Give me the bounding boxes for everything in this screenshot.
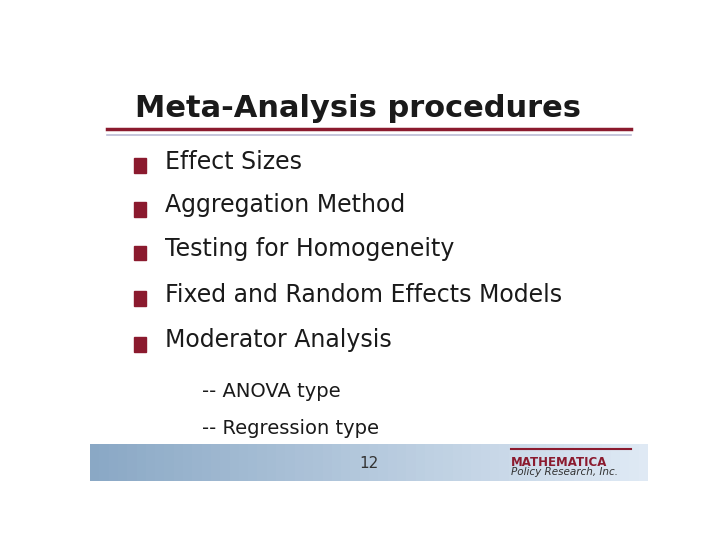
Text: Effect Sizes: Effect Sizes [166, 150, 302, 174]
Bar [360, 444, 369, 481]
Text: Aggregation Method: Aggregation Method [166, 193, 405, 217]
Bar [202, 444, 212, 481]
Bar [472, 444, 481, 481]
Bar [499, 444, 509, 481]
Bar [639, 444, 649, 481]
Text: -- ANOVA type: -- ANOVA type [202, 382, 341, 401]
Bar [369, 444, 379, 481]
Text: Fixed and Random Effects Models: Fixed and Random Effects Models [166, 283, 562, 307]
Text: -- Regression type: -- Regression type [202, 419, 379, 438]
Text: Testing for Homogeneity: Testing for Homogeneity [166, 237, 455, 261]
Bar [415, 444, 426, 481]
Bar [137, 444, 146, 481]
Bar [434, 444, 444, 481]
Bar [183, 444, 193, 481]
Bar [453, 444, 462, 481]
Bar [444, 444, 454, 481]
Bar [285, 444, 295, 481]
Bar [109, 444, 119, 481]
Bar [564, 444, 574, 481]
Bar [611, 444, 621, 481]
Bar [266, 444, 276, 481]
Bar [313, 444, 323, 481]
Bar [629, 444, 639, 481]
Bar [351, 444, 360, 481]
FancyBboxPatch shape [133, 337, 145, 352]
Bar [546, 444, 556, 481]
Bar [304, 444, 314, 481]
Bar [248, 444, 258, 481]
Bar [518, 444, 528, 481]
Bar [601, 444, 611, 481]
Bar [230, 444, 239, 481]
Bar [155, 444, 165, 481]
Bar [620, 444, 630, 481]
Bar [490, 444, 500, 481]
Bar [118, 444, 127, 481]
Bar [332, 444, 342, 481]
Bar [397, 444, 407, 481]
Bar [145, 444, 156, 481]
Bar [555, 444, 565, 481]
Bar [481, 444, 490, 481]
Bar [174, 444, 184, 481]
Bar [211, 444, 221, 481]
Bar [164, 444, 174, 481]
Bar [323, 444, 333, 481]
Bar [192, 444, 202, 481]
Bar [583, 444, 593, 481]
Bar [425, 444, 435, 481]
Bar [378, 444, 388, 481]
Text: MATHEMATICA: MATHEMATICA [511, 456, 608, 469]
Bar [508, 444, 518, 481]
FancyBboxPatch shape [133, 292, 145, 306]
Bar [276, 444, 286, 481]
Bar [239, 444, 248, 481]
Bar [593, 444, 602, 481]
Bar [99, 444, 109, 481]
Bar [574, 444, 583, 481]
Bar [90, 444, 100, 481]
Text: Policy Research, Inc.: Policy Research, Inc. [511, 467, 618, 477]
Text: Moderator Analysis: Moderator Analysis [166, 328, 392, 353]
Bar [462, 444, 472, 481]
FancyBboxPatch shape [133, 202, 145, 217]
Bar [341, 444, 351, 481]
Bar [220, 444, 230, 481]
Bar [527, 444, 537, 481]
Text: 12: 12 [359, 456, 379, 471]
FancyBboxPatch shape [133, 246, 145, 260]
Bar [536, 444, 546, 481]
Bar [387, 444, 397, 481]
Bar [127, 444, 137, 481]
Text: Meta-Analysis procedures: Meta-Analysis procedures [135, 94, 580, 123]
Bar [406, 444, 416, 481]
Bar [294, 444, 305, 481]
Bar [258, 444, 267, 481]
FancyBboxPatch shape [133, 158, 145, 173]
